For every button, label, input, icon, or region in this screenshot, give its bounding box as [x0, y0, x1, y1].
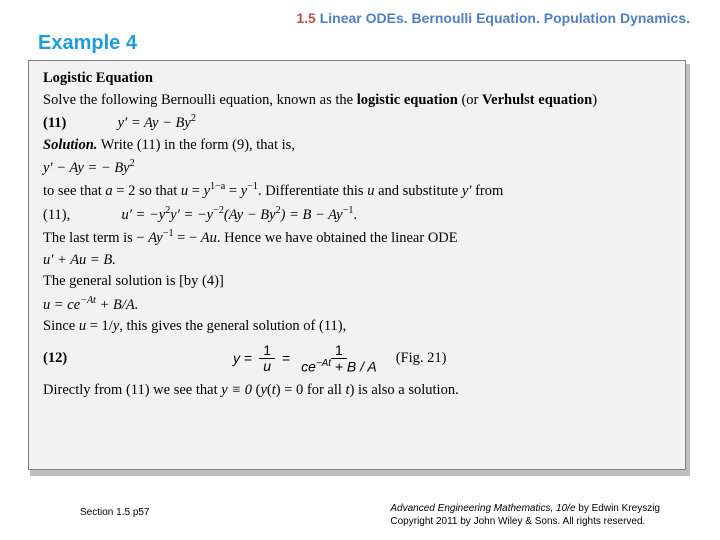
eg2: + B/A. — [96, 297, 138, 313]
la-exp2: −1 — [247, 181, 258, 192]
footer-copyright: Copyright 2011 by John Wiley & Sons. All… — [390, 516, 645, 527]
eq-linear: u′ + Au = B. — [43, 251, 671, 271]
la5: . Differentiate this — [258, 183, 367, 199]
eq-form9-exp: 2 — [130, 158, 135, 169]
le-u: u — [79, 318, 86, 334]
la-a: a — [105, 183, 112, 199]
eq12-frac2: 1 ce−At + B / A — [297, 343, 381, 375]
intro-c: (or — [458, 92, 482, 108]
le2: = 1/ — [86, 318, 113, 334]
eq12-eq1: = — [244, 349, 252, 368]
lf5: ) is also a solution. — [350, 382, 459, 398]
section-title-text: Linear ODEs. Bernoulli Equation. Populat… — [320, 10, 690, 26]
eq-form9-a: y′ − Ay = − By — [43, 160, 130, 176]
lf4: ) = 0 for all — [276, 382, 346, 398]
line-b: (11), u′ = −y2y′ = −y−2(Ay − By2) = B − … — [43, 204, 671, 225]
eq12-den2: ce−At + B / A — [297, 359, 381, 375]
intro-e: ) — [592, 92, 597, 108]
line-c: The last term is − Ay−1 = − Au. Hence we… — [43, 227, 671, 248]
footer-right: Advanced Engineering Mathematics, 10/e b… — [390, 503, 660, 528]
eq12-den2a: ce — [301, 359, 316, 375]
eq-11: (11) y′ = Ay − By2 — [43, 112, 671, 133]
intro-a: Solve the following Bernoulli equation, … — [43, 92, 357, 108]
eg1: u = ce — [43, 297, 80, 313]
le3: , this gives the general solution of (11… — [119, 318, 346, 334]
la6: and substitute — [374, 183, 461, 199]
le1: Since — [43, 318, 79, 334]
solution-rest: Write (11) in the form (9), that is, — [97, 137, 295, 153]
lc-ay: Ay — [148, 230, 163, 246]
section-number: 1.5 — [296, 10, 315, 26]
eq11-label: (11) — [43, 115, 66, 131]
lb2: y′ = −y — [170, 207, 213, 223]
la-exp1: 1−a — [210, 181, 225, 192]
section-header: 1.5 Linear ODEs. Bernoulli Equation. Pop… — [296, 10, 690, 26]
eq11-body: y′ = Ay − By — [118, 115, 191, 131]
eq-12-row: (12) y = 1 u = 1 ce−At + B / A (Fig. 21) — [43, 343, 671, 375]
lb-label: (11), — [43, 207, 70, 223]
lf1: Directly from (11) we see that — [43, 382, 221, 398]
intro-b: logistic equation — [357, 92, 458, 108]
footer-author: by Edwin Kreyszig — [576, 503, 660, 514]
lc3: . Hence we have obtained the linear ODE — [217, 230, 458, 246]
footer-left: Section 1.5 p57 — [80, 507, 150, 518]
eq11-exp: 2 — [191, 113, 196, 124]
intro-d: Verhulst equation — [482, 92, 592, 108]
line-f: Directly from (11) we see that y ≡ 0 (y(… — [43, 381, 671, 401]
solution-word: Solution. — [43, 137, 97, 153]
lb1: u′ = −y — [122, 207, 166, 223]
eq12-den2b: + B / A — [331, 359, 377, 375]
la7: from — [471, 183, 503, 199]
lbe2: −2 — [213, 205, 224, 216]
lc2: = − — [174, 230, 201, 246]
line-d: The general solution is [by (4)] — [43, 272, 671, 292]
slide: 1.5 Linear ODEs. Bernoulli Equation. Pop… — [0, 0, 720, 540]
line-e: Since u = 1/y, this gives the general so… — [43, 317, 671, 337]
box-title: Logistic Equation — [43, 69, 671, 89]
lc-au: Au — [201, 230, 217, 246]
eq12-den2exp: −At — [316, 358, 331, 369]
eq12-formula: y = 1 u = 1 ce−At + B / A — [233, 343, 384, 375]
eq-general: u = ce−At + B/A. — [43, 294, 671, 315]
content-box: Logistic Equation Solve the following Be… — [28, 60, 686, 470]
example-label: Example 4 — [38, 32, 137, 55]
lb3: (Ay − By — [224, 207, 276, 223]
eq12-label: (12) — [43, 349, 233, 369]
la3: = — [188, 183, 203, 199]
eq12-y: y — [233, 349, 240, 368]
lb5: . — [353, 207, 357, 223]
eq12-num1: 1 — [259, 343, 275, 359]
eq-form9: y′ − Ay = − By2 — [43, 157, 671, 178]
eq12-num2: 1 — [331, 343, 347, 359]
la4: = — [225, 183, 240, 199]
solution-line: Solution. Write (11) in the form (9), th… — [43, 136, 671, 156]
footer-book: Advanced Engineering Mathematics, 10/e — [390, 503, 575, 514]
lc-e1: −1 — [163, 228, 174, 239]
eq12-den1: u — [259, 359, 275, 374]
eq12-frac1: 1 u — [259, 343, 275, 375]
la1: to see that — [43, 183, 105, 199]
lb4: ) = B − Ay — [281, 207, 343, 223]
lc1: The last term is − — [43, 230, 148, 246]
la2: = 2 so that — [113, 183, 181, 199]
lf-y0: y ≡ 0 — [221, 382, 252, 398]
intro-line: Solve the following Bernoulli equation, … — [43, 91, 671, 111]
lbe4: −1 — [343, 205, 354, 216]
eq12-after: (Fig. 21) — [396, 349, 447, 369]
line-a: to see that a = 2 so that u = y1−a = y−1… — [43, 180, 671, 201]
eg-exp: −At — [80, 295, 96, 306]
eq12-eq2: = — [282, 349, 290, 368]
